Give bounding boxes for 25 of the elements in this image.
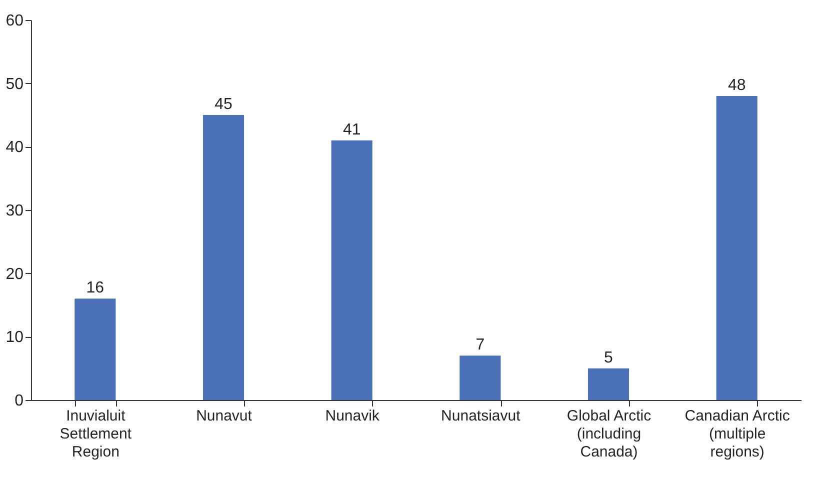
x-tick-label: Nunatsiavut	[441, 408, 522, 424]
x-tick-label: Nunavik	[325, 408, 380, 424]
bar	[460, 356, 501, 400]
y-tick-label: 10	[6, 329, 24, 346]
data-label: 45	[214, 96, 232, 113]
y-tick-label: 60	[6, 12, 24, 30]
y-tick-label: 30	[6, 202, 24, 220]
x-tick-label: Inuvialuit Settlement Region	[60, 408, 132, 460]
bar	[588, 368, 630, 400]
bar	[202, 115, 244, 400]
data-label: 41	[342, 121, 361, 138]
data-label: 5	[604, 349, 614, 366]
bar	[716, 96, 758, 400]
x-tick-label: Nunavut	[196, 408, 253, 424]
bar	[74, 298, 116, 400]
y-tick-label: 40	[6, 139, 24, 156]
x-tick-label: Global Arctic (including Canada)	[566, 408, 652, 460]
y-tick-label: 20	[6, 266, 24, 283]
x-tick-label: Canadian Arctic (multiple regions)	[684, 408, 790, 460]
data-label: 7	[476, 336, 485, 354]
y-tick-label: 0	[14, 392, 24, 410]
data-label: 48	[728, 77, 746, 94]
data-label: 16	[86, 280, 104, 297]
y-tick-label: 50	[6, 76, 24, 93]
bar	[331, 140, 372, 400]
